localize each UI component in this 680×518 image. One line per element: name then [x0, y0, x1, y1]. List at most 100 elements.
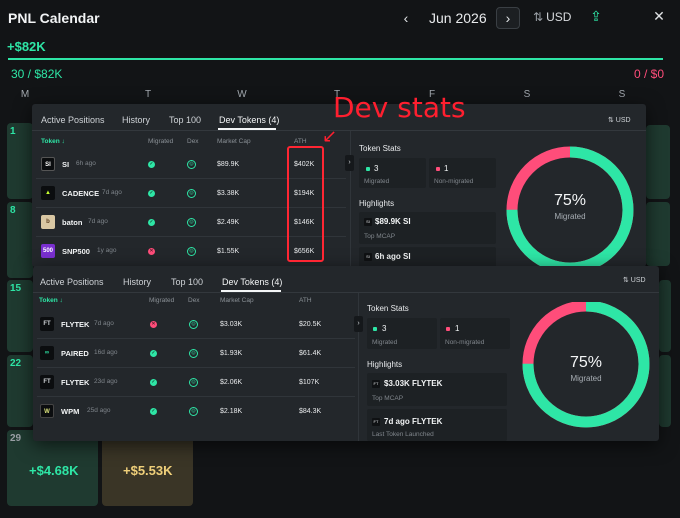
token-logo: FT	[372, 380, 380, 388]
ath: $194K	[294, 190, 315, 197]
migrated-donut-chart	[506, 146, 634, 267]
dex-icon[interactable]: ◎	[189, 349, 198, 358]
table-row[interactable]: 500 SNP500 1y ago ✕ ◎ $1.55K $656K	[32, 237, 346, 265]
col-token[interactable]: Token ↓	[41, 138, 65, 145]
calendar-header: PNL Calendar ‹ Jun 2026 › ⇅ USD ⇪ ✕	[0, 0, 680, 36]
token-name: CADENCE	[62, 189, 100, 198]
calendar-day[interactable]	[659, 355, 671, 427]
calendar-day[interactable]: 8	[7, 202, 33, 278]
calendar-day[interactable]	[659, 280, 671, 352]
row-divider	[36, 207, 346, 208]
calendar-day[interactable]: 15	[7, 280, 33, 352]
tab-underline	[218, 128, 276, 130]
migrated-stat: 3 Migrated	[359, 158, 426, 188]
migrated-check-icon: ✓	[148, 161, 155, 168]
market-cap: $3.38K	[217, 190, 240, 197]
dex-icon[interactable]: ◎	[187, 247, 196, 256]
weekday-fri: F	[428, 89, 436, 100]
token-logo: ∞	[40, 346, 54, 360]
last-launched-label: Last Token Launched	[372, 431, 434, 438]
dex-icon[interactable]: ◎	[187, 218, 196, 227]
calendar-day[interactable]	[646, 202, 670, 266]
top-mcap-value: $89.9K SI	[375, 217, 411, 226]
dex-icon[interactable]: ◎	[187, 189, 196, 198]
calendar-day[interactable]: 1	[7, 123, 33, 199]
loss-count: 0 / $0	[633, 67, 664, 81]
market-cap: $3.03K	[220, 321, 243, 328]
tab-active-positions[interactable]: Active Positions	[40, 277, 104, 287]
expand-chevron-icon[interactable]: ›	[354, 316, 363, 332]
tab-top-100[interactable]: Top 100	[171, 277, 204, 287]
ath: $146K	[294, 219, 315, 226]
tab-history[interactable]: History	[122, 115, 151, 125]
top-mcap-label: Top MCAP	[364, 233, 396, 240]
dev-tokens-panel-2: Active Positions History Top 100 Dev Tok…	[33, 266, 659, 441]
table-row[interactable]: W WPM 25d ago ✓ ◎ $2.18K $84.3K	[33, 397, 357, 425]
expand-chevron-icon[interactable]: ›	[345, 155, 354, 171]
tab-history[interactable]: History	[123, 277, 152, 287]
tab-dev-tokens[interactable]: Dev Tokens (4)	[222, 277, 283, 287]
top-mcap-highlight: FT $3.03K FLYTEK Top MCAP	[367, 373, 507, 406]
token-name: WPM	[61, 407, 80, 416]
tab-divider	[32, 130, 646, 131]
market-cap: $1.93K	[220, 350, 243, 357]
close-icon[interactable]: ✕	[653, 8, 665, 24]
calendar-day-29[interactable]: 29 +$4.68K	[7, 430, 98, 506]
col-token[interactable]: Token ↓	[39, 297, 63, 304]
market-cap: $2.49K	[217, 219, 240, 226]
calendar-day[interactable]	[646, 125, 670, 199]
token-age: 23d ago	[94, 378, 118, 385]
usd-toggle[interactable]: ⇅ USD	[623, 277, 646, 284]
token-logo: SI	[364, 218, 372, 226]
non-migrated-dot	[436, 167, 440, 171]
migrated-check-icon: ✓	[148, 190, 155, 197]
next-month-button[interactable]: ›	[496, 7, 520, 29]
currency-toggle[interactable]: ⇅ USD	[533, 10, 571, 24]
dex-icon[interactable]: ◎	[189, 407, 198, 416]
token-age: 1y ago	[97, 247, 117, 254]
dex-icon[interactable]: ◎	[189, 378, 198, 387]
dex-icon[interactable]: ◎	[189, 320, 198, 329]
col-ath: ATH	[299, 297, 312, 304]
token-logo: FT	[372, 418, 380, 426]
usd-toggle[interactable]: ⇅ USD	[608, 117, 631, 124]
last-launched-value: 6h ago SI	[375, 252, 411, 261]
tab-top-100[interactable]: Top 100	[169, 115, 202, 125]
dev-tokens-panel-1: Active Positions History Top 100 Dev Tok…	[32, 104, 646, 267]
table-row[interactable]: FT FLYTEK 7d ago ✕ ◎ $3.03K $20.5K	[33, 310, 357, 338]
table-row[interactable]: b baton 7d ago ✓ ◎ $2.49K $146K	[32, 208, 346, 236]
share-icon[interactable]: ⇪	[590, 8, 602, 24]
last-launched-value: 7d ago FLYTEK	[384, 417, 443, 426]
dex-icon[interactable]: ◎	[187, 160, 196, 169]
tab-dev-tokens[interactable]: Dev Tokens (4)	[219, 115, 280, 125]
page-title: PNL Calendar	[8, 10, 100, 26]
migrated-dot	[366, 167, 370, 171]
token-name: PAIRED	[61, 349, 89, 358]
token-stats-title: Token Stats	[367, 304, 409, 313]
table-row[interactable]: FT FLYTEK 23d ago ✓ ◎ $2.06K $107K	[33, 368, 357, 396]
col-market-cap: Market Cap	[217, 138, 251, 145]
non-migrated-count: 1	[455, 324, 460, 333]
table-row[interactable]: SI SI 6h ago ✓ ◎ $89.9K $402K	[32, 150, 346, 178]
win-loss-bar	[8, 58, 663, 60]
row-divider	[36, 178, 346, 179]
panel-divider	[358, 293, 359, 441]
donut-migrated-arc	[506, 146, 634, 267]
table-row[interactable]: ∞ PAIRED 16d ago ✓ ◎ $1.93K $61.4K	[33, 339, 357, 367]
not-migrated-x-icon: ✕	[148, 248, 155, 255]
market-cap: $2.18K	[220, 408, 243, 415]
weekday-thu: T	[333, 89, 341, 100]
token-name: SI	[62, 160, 70, 169]
calendar-day-30[interactable]: +$5.53K	[102, 430, 193, 506]
calendar-day[interactable]: 22	[7, 355, 33, 427]
token-name: SNP500	[62, 247, 90, 256]
donut-label: Migrated	[570, 374, 602, 383]
tab-active-positions[interactable]: Active Positions	[41, 115, 105, 125]
row-divider	[37, 396, 355, 397]
table-row[interactable]: ▲ CADENCE 7d ago ✓ ◎ $3.38K $194K	[32, 179, 346, 207]
day-number: 8	[10, 205, 16, 216]
top-mcap-label: Top MCAP	[372, 395, 404, 402]
prev-month-button[interactable]: ‹	[403, 10, 409, 26]
token-age: 16d ago	[94, 349, 118, 356]
annotation-arrow-icon: ↙	[322, 126, 338, 146]
